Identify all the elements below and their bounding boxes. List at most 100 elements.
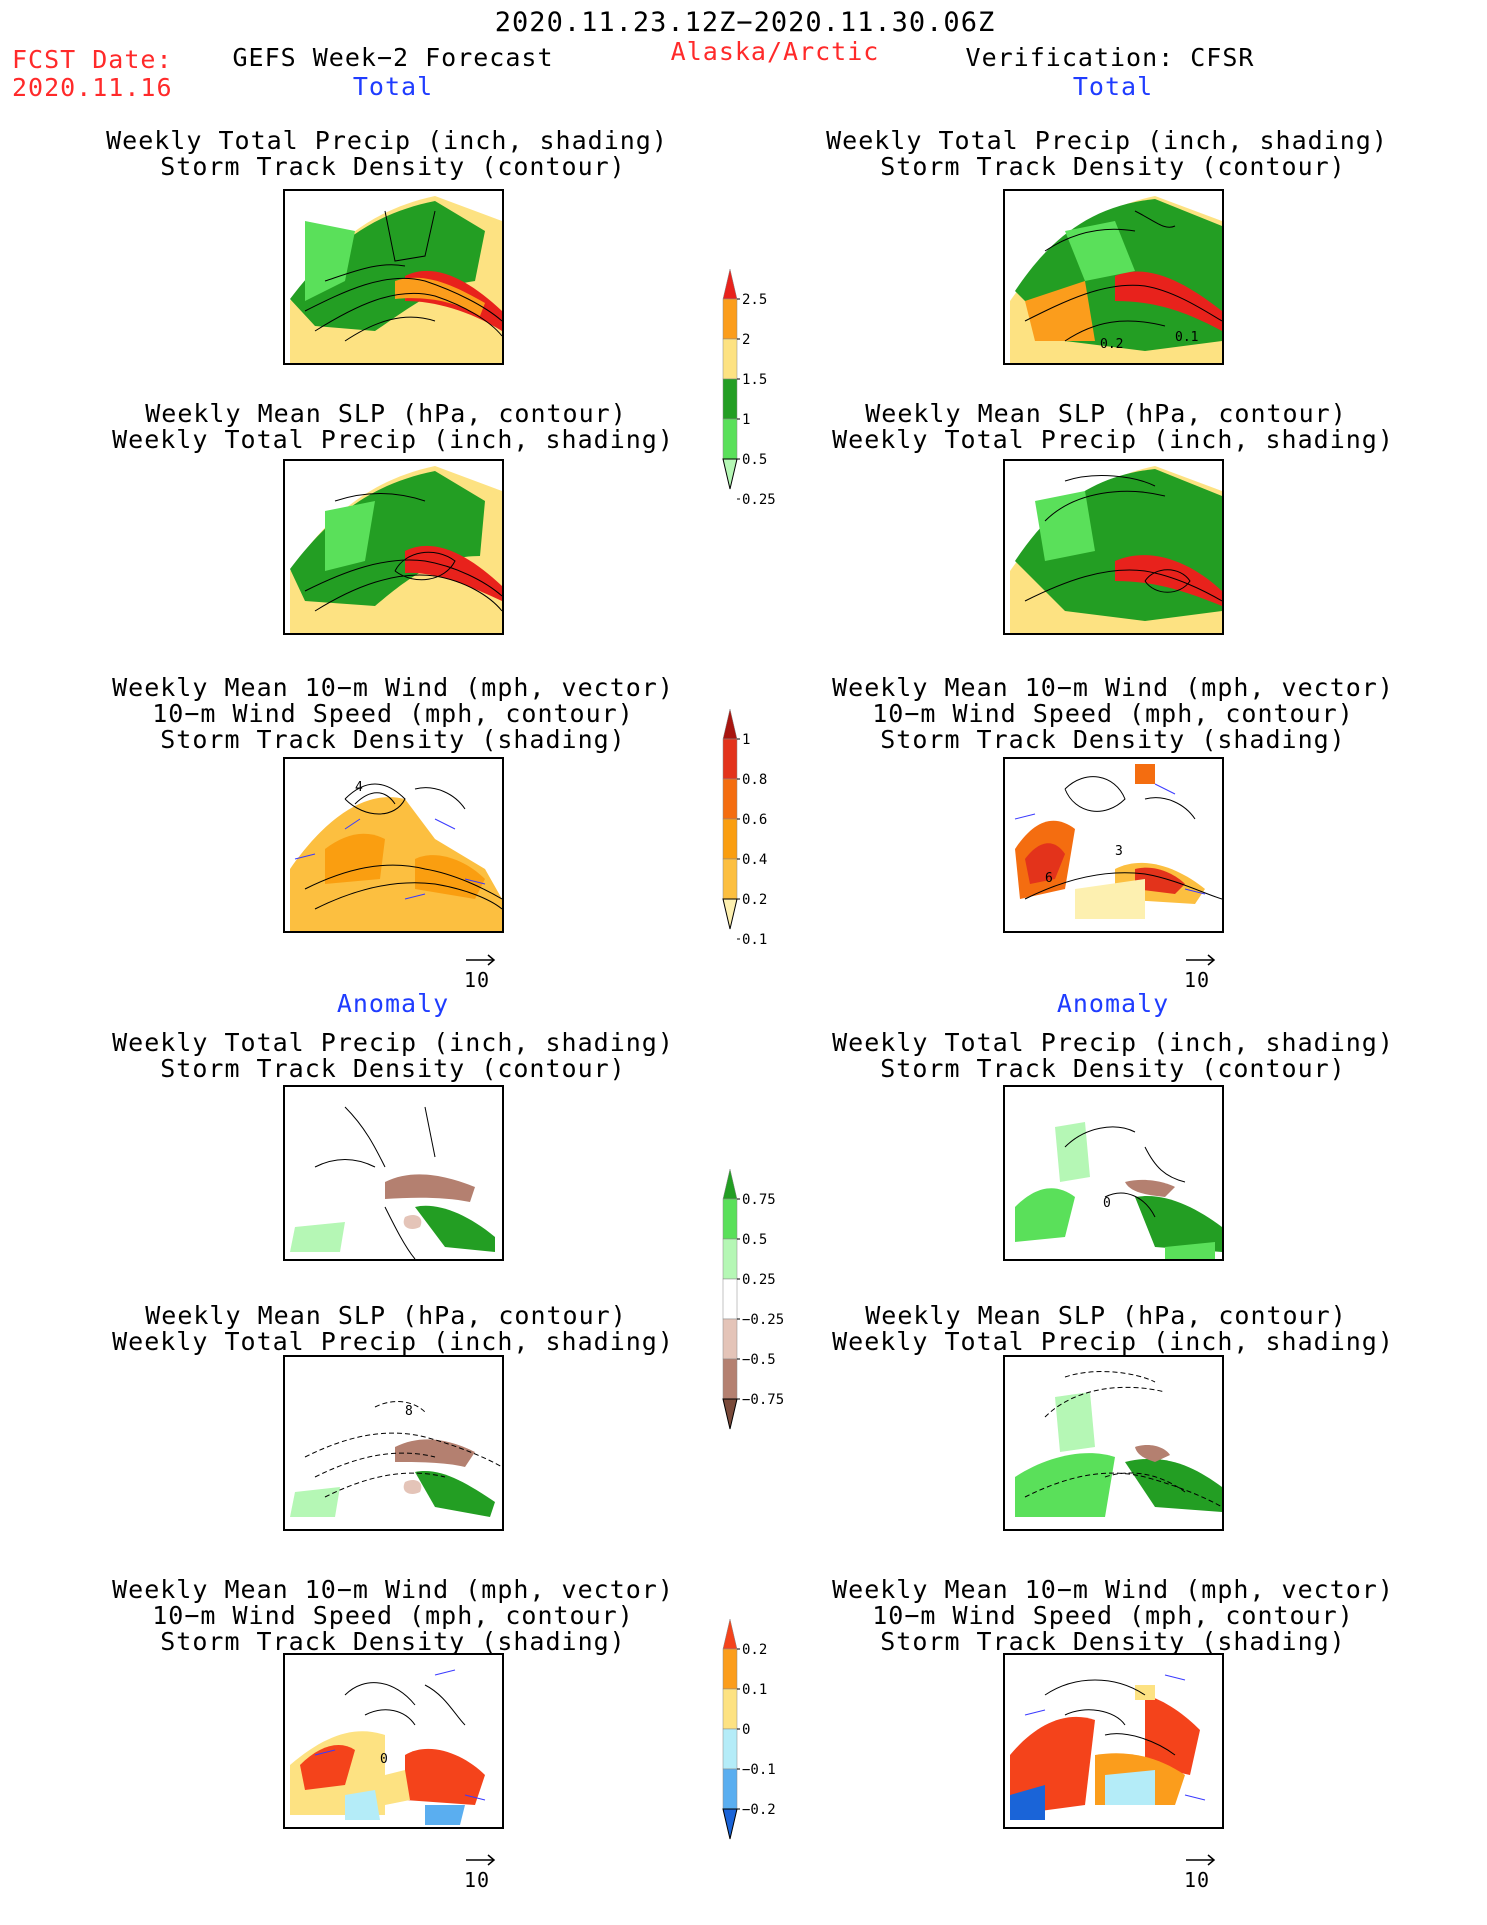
- colorbar-label: 2: [742, 332, 750, 348]
- colorbar-swatch: [722, 818, 738, 860]
- colorbar-swatch: [722, 1648, 738, 1690]
- p1r-contour-label-a: 0.2: [1100, 337, 1123, 352]
- map-wind-forecast: 4: [283, 757, 504, 933]
- colorbar-swatch: [722, 1318, 738, 1360]
- fcst-date-label: FCST Date:: [12, 45, 173, 74]
- colorbar-precip-anomaly: 0.75 0.5 0.25 −0.25 −0.5 −0.75: [722, 1168, 784, 1430]
- p6l-title-3: Storm Track Density (shading): [160, 1627, 626, 1656]
- colorbar-label: −0.2: [742, 1802, 776, 1818]
- p6r-title-1: Weekly Mean 10−m Wind (mph, vector): [832, 1575, 1394, 1604]
- p1r-title-2: Storm Track Density (contour): [880, 152, 1346, 181]
- region-title: Alaska/Arctic: [670, 37, 880, 66]
- p6r-title-3: Storm Track Density (shading): [880, 1627, 1346, 1656]
- p1r-contour-label-b: 0.1: [1175, 330, 1198, 345]
- p5l-title-2: Weekly Total Precip (inch, shading): [112, 1327, 674, 1356]
- vector-reference-label: 10: [1184, 968, 1211, 992]
- vector-reference-row3-left: 10: [460, 952, 500, 998]
- colorbar-bottom-triangle: [722, 458, 738, 490]
- colorbar-swatch: [722, 418, 738, 460]
- p3r-title-3: Storm Track Density (shading): [880, 725, 1346, 754]
- colorbar-label: 0.25: [742, 492, 776, 508]
- colorbar-label: 0.1: [742, 1682, 767, 1698]
- colorbar-swatch: [722, 1238, 738, 1280]
- p6l-title-2: 10−m Wind Speed (mph, contour): [152, 1601, 634, 1630]
- map-anom-precip-verification: 0: [1003, 1085, 1224, 1261]
- colorbar-swatch: [722, 738, 738, 780]
- p3r-contour-label-a: 3: [1115, 844, 1123, 859]
- p3r-contour-label-b: 6: [1045, 871, 1053, 886]
- colorbar-label: 1: [742, 732, 750, 748]
- p2r-title-2: Weekly Total Precip (inch, shading): [832, 425, 1394, 454]
- colorbar-label: 0.5: [742, 452, 767, 468]
- vector-reference-row6-right: 10: [1180, 1852, 1220, 1898]
- colorbar-label: 1: [742, 412, 750, 428]
- colorbar-swatch: [722, 1688, 738, 1730]
- colorbar-label: 0.4: [742, 852, 767, 868]
- colorbar-track-anomaly: 0.2 0.1 0 −0.1 −0.2: [722, 1618, 776, 1840]
- p3l-title-3: Storm Track Density (shading): [160, 725, 626, 754]
- colorbar-swatch: [722, 1278, 738, 1320]
- p5r-title-1: Weekly Mean SLP (hPa, contour): [865, 1301, 1347, 1330]
- vector-reference-row3-right: 10: [1180, 952, 1220, 998]
- colorbar-swatch: [722, 298, 738, 340]
- colorbar-label: 0.8: [742, 772, 767, 788]
- p5l-contour-label: 8: [405, 1404, 413, 1419]
- p3l-title-1: Weekly Mean 10−m Wind (mph, vector): [112, 673, 674, 702]
- colorbar-swatch: [722, 778, 738, 820]
- colorbar-swatch: [722, 1728, 738, 1770]
- map-anom-slp-forecast: 8: [283, 1355, 504, 1531]
- colorbar-precip-total: 2.5 2 1.5 1 0.5 0.25: [722, 268, 776, 508]
- colorbar-bottom-triangle: [722, 898, 738, 930]
- section-total-left: Total: [352, 72, 434, 101]
- colorbar-label: −0.25: [742, 1312, 784, 1328]
- colorbar-top-triangle: [722, 708, 738, 740]
- p6l-contour-label: 0: [380, 1752, 388, 1767]
- colorbar-bottom-triangle: [722, 1398, 738, 1430]
- p2r-title-1: Weekly Mean SLP (hPa, contour): [865, 399, 1347, 428]
- fcst-date-value: 2020.11.16: [12, 73, 173, 102]
- p4r-contour-label: 0: [1103, 1196, 1111, 1211]
- map-slp-forecast: [283, 459, 504, 635]
- colorbar-label: 0.2: [742, 1642, 767, 1658]
- colorbar-label: 0.25: [742, 1272, 776, 1288]
- p1l-title-2: Storm Track Density (contour): [160, 152, 626, 181]
- map-total-precip-verification: 0.2 0.1: [1003, 189, 1224, 365]
- colorbar-label: 0.75: [742, 1192, 776, 1208]
- colorbar-swatch: [722, 1358, 738, 1400]
- colorbar-label: 2.5: [742, 292, 767, 308]
- colorbar-swatch: [722, 858, 738, 900]
- colorbar-swatch: [722, 1768, 738, 1810]
- p4r-title-1: Weekly Total Precip (inch, shading): [832, 1028, 1394, 1057]
- p6r-title-2: 10−m Wind Speed (mph, contour): [872, 1601, 1354, 1630]
- forecast-title: GEFS Week−2 Forecast: [232, 43, 554, 72]
- colorbar-label: 0.6: [742, 812, 767, 828]
- vector-reference-label: 10: [464, 968, 491, 992]
- map-slp-verification: [1003, 459, 1224, 635]
- p3r-title-1: Weekly Mean 10−m Wind (mph, vector): [832, 673, 1394, 702]
- p4r-title-2: Storm Track Density (contour): [880, 1054, 1346, 1083]
- colorbar-label: 0.2: [742, 892, 767, 908]
- p2l-title-2: Weekly Total Precip (inch, shading): [112, 425, 674, 454]
- colorbar-label: 0.5: [742, 1232, 767, 1248]
- p1r-title-1: Weekly Total Precip (inch, shading): [826, 126, 1388, 155]
- map-total-precip-forecast: [283, 189, 504, 365]
- colorbar-label: 0.1: [742, 932, 767, 948]
- p5l-title-1: Weekly Mean SLP (hPa, contour): [145, 1301, 627, 1330]
- period-title: 2020.11.23.12Z−2020.11.30.06Z: [494, 7, 996, 38]
- vector-reference-label: 10: [1184, 1868, 1211, 1892]
- p4l-title-1: Weekly Total Precip (inch, shading): [112, 1028, 674, 1057]
- map-anom-slp-verification: [1003, 1355, 1224, 1531]
- p5r-title-2: Weekly Total Precip (inch, shading): [832, 1327, 1394, 1356]
- vector-reference-row6-left: 10: [460, 1852, 500, 1898]
- colorbar-top-triangle: [722, 1168, 738, 1200]
- colorbar-top-triangle: [722, 268, 738, 300]
- colorbar-label: −0.75: [742, 1392, 784, 1408]
- colorbar-track-total: 1 0.8 0.6 0.4 0.2 0.1: [722, 708, 767, 948]
- p4l-title-2: Storm Track Density (contour): [160, 1054, 626, 1083]
- colorbar-top-triangle: [722, 1618, 738, 1650]
- map-wind-verification: 3 6: [1003, 757, 1224, 933]
- map-anom-precip-forecast: [283, 1085, 504, 1261]
- p3l-title-2: 10−m Wind Speed (mph, contour): [152, 699, 634, 728]
- p3l-contour-label: 4: [355, 780, 363, 795]
- colorbar-swatch: [722, 338, 738, 380]
